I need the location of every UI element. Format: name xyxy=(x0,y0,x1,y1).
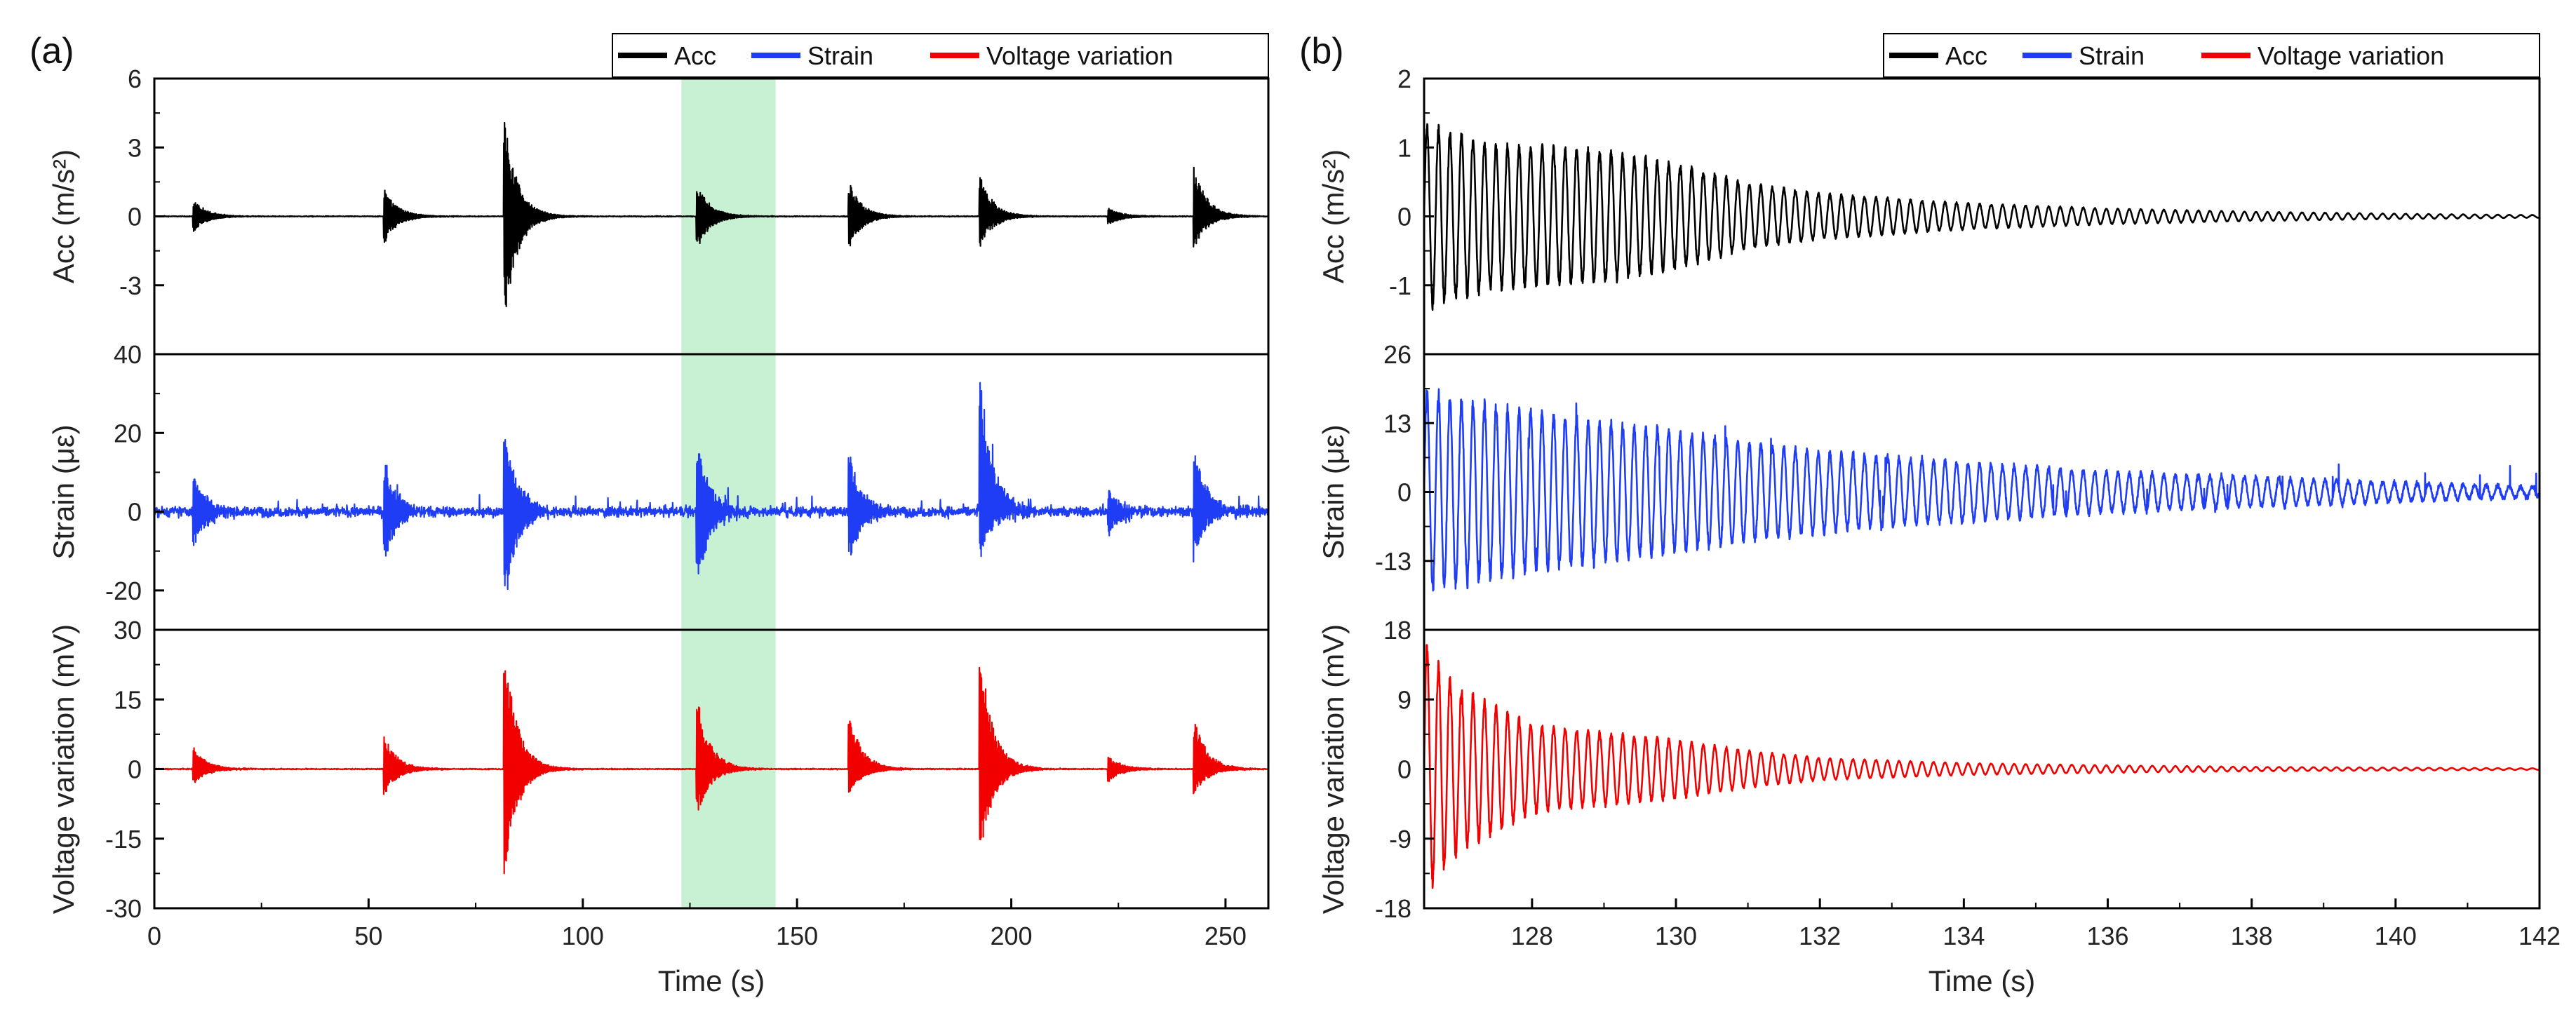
y-axis-label: Strain (με) xyxy=(47,424,80,559)
subplot-voltage-variation: 30 15 0 -15 -30 Voltage variation (mV) xyxy=(47,616,1270,923)
legend-entry: Voltage variation xyxy=(2258,41,2444,70)
x-tick-label: 50 xyxy=(354,922,382,950)
subplot-acc: 2 1 0 -1 Acc (m/s²) xyxy=(1317,65,2541,356)
y-tick-label: -20 xyxy=(105,577,142,605)
y-tick-label: -30 xyxy=(105,894,142,923)
legend-entry: Acc xyxy=(674,41,716,70)
legend-entry: Voltage variation xyxy=(986,41,1173,70)
series-line xyxy=(1423,123,2540,311)
y-tick-label: 3 xyxy=(128,133,142,162)
series-line xyxy=(153,382,1270,591)
y-tick-label: 0 xyxy=(128,755,142,784)
y-tick-label: 0 xyxy=(128,203,142,231)
y-tick-label: 0 xyxy=(128,498,142,527)
y-tick-label: 6 xyxy=(128,65,142,93)
series-line xyxy=(1423,644,2540,889)
y-tick-label: 9 xyxy=(1397,685,1411,714)
x-axis-label: Time (s) xyxy=(658,964,765,997)
y-axis-label: Acc (m/s²) xyxy=(1317,149,1350,283)
x-axis-label: Time (s) xyxy=(1928,964,2035,997)
y-tick-label: 0 xyxy=(1397,203,1411,231)
y-tick-label: 15 xyxy=(114,685,142,714)
subplot-strain: 26 13 0 -13 Strain (με) xyxy=(1317,340,2541,631)
panel-label: (a) xyxy=(29,31,74,72)
x-tick-label: 150 xyxy=(776,922,818,950)
y-tick-label: 1 xyxy=(1397,133,1411,162)
y-tick-label: -18 xyxy=(1375,894,1411,923)
x-tick-label: 136 xyxy=(2086,922,2128,950)
y-tick-label: -9 xyxy=(1389,825,1411,854)
x-tick-label: 250 xyxy=(1205,922,1247,950)
y-tick-label: -15 xyxy=(105,825,142,854)
y-tick-label: 18 xyxy=(1383,616,1411,645)
series-line xyxy=(1423,388,2541,592)
y-tick-label: -3 xyxy=(119,271,142,300)
x-tick-label: 100 xyxy=(562,922,604,950)
y-axis-label: Voltage variation (mV) xyxy=(1317,624,1350,914)
x-tick-label: 140 xyxy=(2375,922,2417,950)
x-tick-label: 142 xyxy=(2518,922,2561,950)
x-tick-label: 0 xyxy=(147,922,161,950)
y-axis-label: Acc (m/s²) xyxy=(47,149,80,283)
y-tick-label: 0 xyxy=(1397,478,1411,507)
y-tick-label: 20 xyxy=(114,419,142,447)
y-tick-label: -13 xyxy=(1375,547,1411,576)
y-tick-label: 0 xyxy=(1397,755,1411,784)
x-tick-label: 132 xyxy=(1799,922,1841,950)
subplot-acc: 6 3 0 -3 Acc (m/s²) xyxy=(47,65,1270,356)
legend-entry: Acc xyxy=(1945,41,1987,70)
y-tick-label: 2 xyxy=(1397,65,1411,93)
y-tick-label: 13 xyxy=(1383,409,1411,438)
legend-entry: Strain xyxy=(2079,41,2145,70)
x-tick-label: 134 xyxy=(1943,922,1985,950)
y-tick-label: -1 xyxy=(1389,271,1411,300)
x-tick-label: 138 xyxy=(2231,922,2273,950)
legend-entry: Strain xyxy=(807,41,873,70)
x-tick-label: 200 xyxy=(990,922,1032,950)
subplot-strain: 40 20 0 -20 Strain (με) xyxy=(47,340,1270,631)
x-tick-label: 130 xyxy=(1655,922,1697,950)
y-tick-label: 40 xyxy=(114,340,142,369)
y-tick-label: 26 xyxy=(1383,340,1411,369)
series-line xyxy=(154,121,1269,307)
y-axis-label: Voltage variation (mV) xyxy=(47,624,80,914)
y-axis-label: Strain (με) xyxy=(1317,424,1350,559)
panel-label: (b) xyxy=(1299,31,1344,72)
x-tick-label: 128 xyxy=(1511,922,1553,950)
subplot-voltage-variation: 18 9 0 -9 -18 Voltage variation (mV) xyxy=(1317,616,2541,923)
series-line xyxy=(154,666,1269,875)
y-tick-label: 30 xyxy=(114,616,142,645)
